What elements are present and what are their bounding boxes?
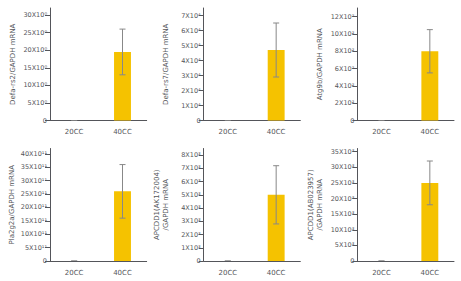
svg-text:10X10³: 10X10³	[331, 226, 355, 234]
svg-text:2X10²: 2X10²	[335, 99, 355, 107]
svg-text:40X10¹¹: 40X10¹¹	[21, 150, 48, 158]
svg-text:/GAPDH mRNA: /GAPDH mRNA	[162, 179, 170, 231]
svg-text:4X10⁴: 4X10⁴	[181, 57, 201, 65]
svg-text:20CC: 20CC	[218, 269, 237, 277]
svg-text:20CC: 20CC	[372, 128, 391, 136]
svg-text:Pla2g2a/GAPDH mRNA: Pla2g2a/GAPDH mRNA	[8, 165, 16, 245]
svg-text:5X10³: 5X10³	[335, 241, 355, 249]
svg-text:40CC: 40CC	[267, 269, 286, 277]
svg-text:25X10¹¹: 25X10¹¹	[21, 190, 48, 198]
svg-text:0: 0	[197, 117, 201, 125]
svg-text:20CC: 20CC	[65, 128, 84, 136]
svg-text:3X10³: 3X10³	[181, 217, 201, 225]
svg-text:15X10¹¹: 15X10¹¹	[21, 217, 48, 225]
svg-text:15X10³: 15X10³	[331, 210, 355, 218]
svg-text:5X10³: 5X10³	[181, 191, 201, 199]
svg-text:2X10³: 2X10³	[181, 231, 201, 239]
svg-text:6X10²: 6X10²	[335, 65, 355, 73]
svg-text:30X10³: 30X10³	[331, 163, 355, 171]
svg-text:3X10⁴: 3X10⁴	[181, 72, 201, 80]
svg-text:40CC: 40CC	[420, 128, 439, 136]
svg-text:15X10⁰: 15X10⁰	[23, 64, 47, 72]
svg-text:APCDD1(AK172004): APCDD1(AK172004)	[153, 169, 161, 240]
svg-text:6X10³: 6X10³	[181, 178, 201, 186]
svg-text:0: 0	[43, 117, 47, 125]
svg-text:8X10³: 8X10³	[181, 151, 201, 159]
svg-text:25X10⁰: 25X10⁰	[23, 29, 47, 37]
svg-text:6X10⁴: 6X10⁴	[181, 27, 201, 35]
svg-text:40CC: 40CC	[267, 128, 286, 136]
svg-text:35X10³: 35X10³	[331, 148, 355, 156]
svg-text:1X10⁴: 1X10⁴	[181, 102, 201, 110]
svg-text:Defa-rs7/GAPDH mRNA: Defa-rs7/GAPDH mRNA	[162, 23, 170, 105]
svg-text:Atg9b/GAPDH mRNA: Atg9b/GAPDH mRNA	[316, 28, 324, 100]
svg-text:20CC: 20CC	[65, 269, 84, 277]
svg-text:20X10⁰: 20X10⁰	[23, 46, 47, 54]
svg-text:8X10²: 8X10²	[335, 47, 355, 55]
svg-text:0: 0	[350, 117, 354, 125]
svg-text:4X10³: 4X10³	[181, 204, 201, 212]
svg-text:0: 0	[350, 257, 354, 265]
svg-text:/GAPDH mRNA: /GAPDH mRNA	[316, 179, 324, 231]
svg-text:10X10²: 10X10²	[331, 30, 355, 38]
svg-text:40CC: 40CC	[113, 269, 132, 277]
svg-text:20X10³: 20X10³	[331, 195, 355, 203]
svg-text:0: 0	[197, 257, 201, 265]
svg-text:20X10¹¹: 20X10¹¹	[21, 203, 48, 211]
svg-text:10X10¹¹: 10X10¹¹	[21, 230, 48, 238]
svg-text:7X10³: 7X10³	[181, 164, 201, 172]
svg-text:30X10⁰: 30X10⁰	[23, 11, 47, 19]
svg-text:5X10⁰: 5X10⁰	[28, 99, 48, 107]
svg-text:20CC: 20CC	[372, 269, 391, 277]
svg-text:5X10¹¹: 5X10¹¹	[25, 244, 47, 252]
svg-text:40CC: 40CC	[420, 269, 439, 277]
svg-text:4X10²: 4X10²	[335, 82, 355, 90]
svg-text:1X10³: 1X10³	[181, 244, 201, 252]
svg-text:Defa-rs2/GAPDH mRNA: Defa-rs2/GAPDH mRNA	[9, 23, 17, 105]
svg-text:10X10⁰: 10X10⁰	[23, 81, 47, 89]
svg-text:30X10¹¹: 30X10¹¹	[21, 177, 48, 185]
svg-text:APCDD1(AB023957): APCDD1(AB023957)	[307, 169, 315, 240]
svg-text:5X10⁴: 5X10⁴	[181, 42, 201, 50]
svg-text:35X10¹¹: 35X10¹¹	[21, 163, 48, 171]
svg-text:20CC: 20CC	[218, 128, 237, 136]
svg-text:25X10³: 25X10³	[331, 179, 355, 187]
svg-text:12X10²: 12X10²	[331, 13, 355, 21]
svg-text:7X10⁴: 7X10⁴	[181, 12, 201, 20]
svg-text:0: 0	[43, 257, 47, 265]
svg-text:2X10⁴: 2X10⁴	[181, 87, 201, 95]
svg-text:40CC: 40CC	[113, 128, 132, 136]
